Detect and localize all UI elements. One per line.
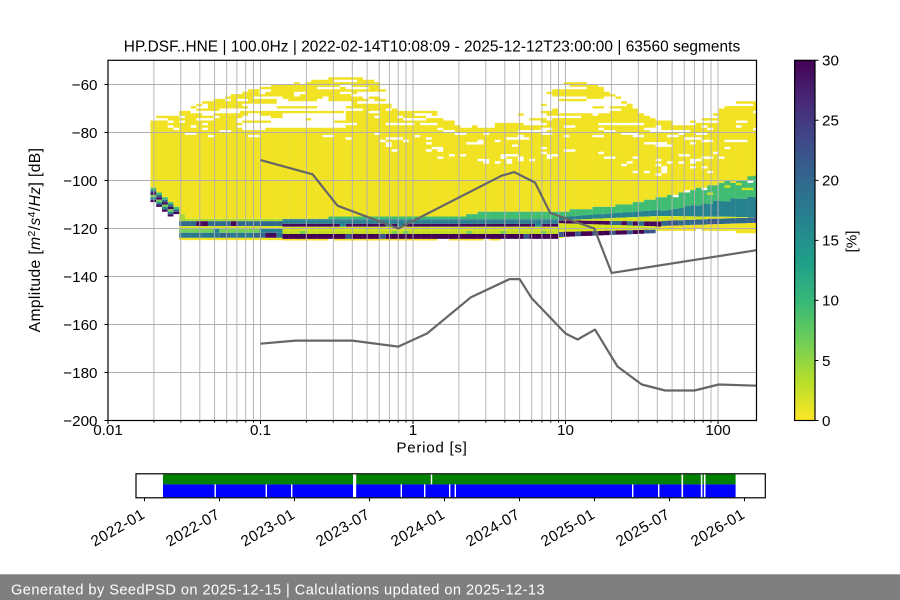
svg-text:−120: −120 (63, 221, 97, 238)
svg-text:5: 5 (822, 353, 830, 370)
svg-text:−140: −140 (63, 269, 97, 286)
svg-text:20: 20 (822, 173, 839, 190)
svg-text:−180: −180 (63, 365, 97, 382)
svg-text:−100: −100 (63, 173, 97, 190)
svg-text:0.01: 0.01 (93, 422, 123, 439)
svg-text:−200: −200 (63, 413, 97, 430)
svg-text:10: 10 (822, 293, 839, 310)
svg-text:15: 15 (822, 233, 839, 250)
svg-text:1: 1 (409, 422, 417, 439)
svg-text:30: 30 (822, 53, 839, 70)
svg-text:25: 25 (822, 113, 839, 130)
svg-text:−160: −160 (63, 317, 97, 334)
svg-text:[%]: [%] (844, 231, 861, 253)
svg-text:0.1: 0.1 (250, 422, 271, 439)
svg-text:Generated by SeedPSD on 2025-1: Generated by SeedPSD on 2025-12-15 | Cal… (11, 582, 545, 598)
svg-text:10: 10 (557, 422, 574, 439)
svg-text:HP.DSF..HNE | 100.0Hz | 2022-0: HP.DSF..HNE | 100.0Hz | 2022-02-14T10:08… (124, 39, 741, 56)
svg-text:0: 0 (822, 413, 830, 430)
svg-text:Period [s]: Period [s] (396, 440, 467, 457)
svg-text:−80: −80 (72, 125, 98, 142)
svg-text:100: 100 (705, 422, 730, 439)
svg-text:−60: −60 (72, 77, 98, 94)
svg-text:Amplitude [m2/s4/Hz] [dB]: Amplitude [m2/s4/Hz] [dB] (26, 148, 44, 333)
